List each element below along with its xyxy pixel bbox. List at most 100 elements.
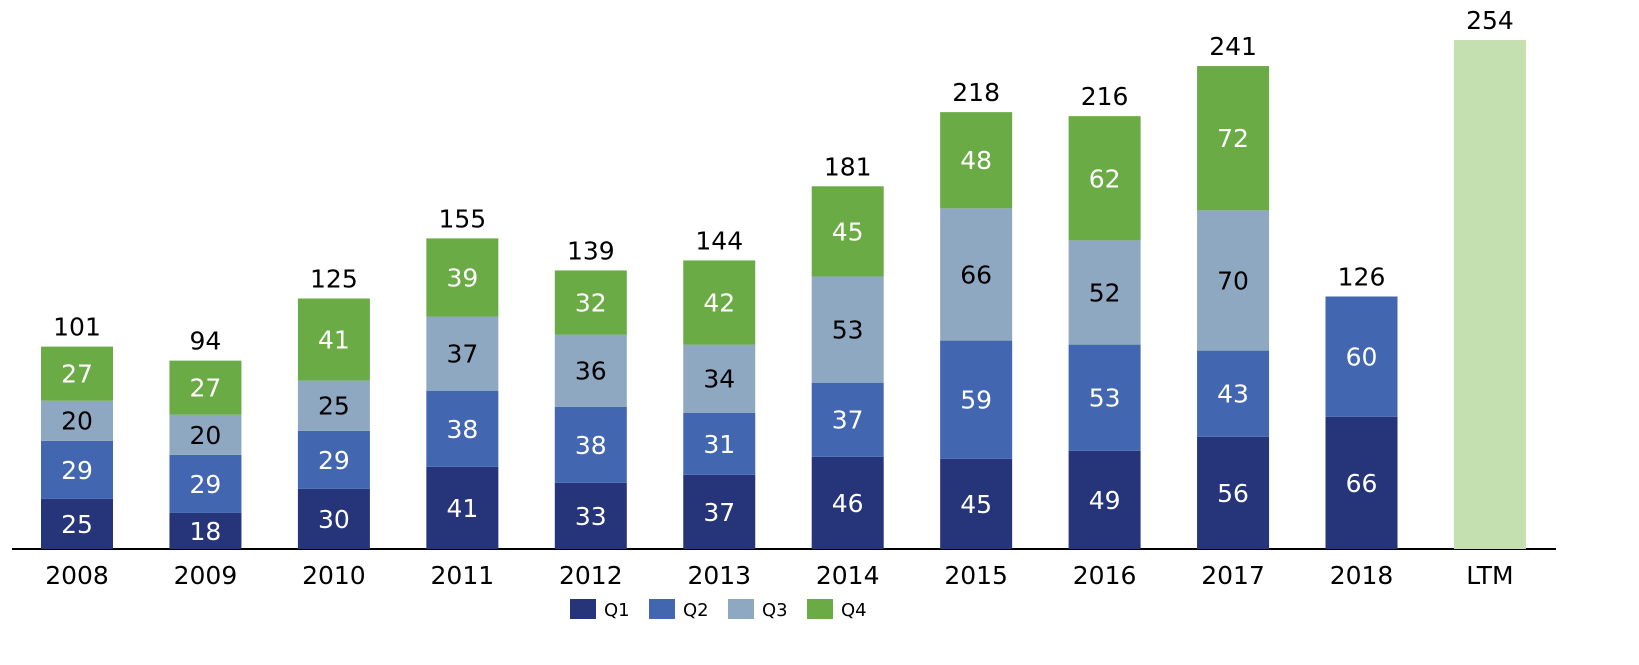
segment-label: 42 — [703, 289, 735, 318]
bar-segment — [683, 474, 756, 549]
segment-label: 29 — [190, 470, 222, 499]
segment-label: 56 — [1217, 479, 1249, 508]
total-label: 125 — [310, 265, 358, 294]
bar-segment — [41, 440, 113, 499]
total-label: 139 — [567, 236, 615, 265]
total-label: 144 — [695, 226, 743, 255]
bar-segment — [297, 298, 370, 381]
total-label: 155 — [438, 204, 486, 233]
segment-label: 38 — [446, 415, 478, 444]
segment-label: 38 — [575, 431, 607, 460]
x-tick-label: 2009 — [174, 561, 238, 590]
segment-label: 52 — [1089, 278, 1121, 307]
legend-swatch — [728, 599, 754, 619]
x-tick-label: 2011 — [431, 561, 495, 590]
segment-label: 62 — [1089, 164, 1121, 193]
bar-segment — [297, 380, 370, 431]
segment-label: 33 — [575, 502, 607, 531]
segment-label: 46 — [832, 489, 864, 518]
bar-segment — [940, 112, 1013, 209]
bar-segment — [683, 412, 756, 475]
x-tick-label: 2015 — [944, 561, 1008, 590]
segment-label: 37 — [446, 340, 478, 369]
segment-label: 53 — [1089, 384, 1121, 413]
segment-label: 70 — [1217, 266, 1249, 295]
bar-segment — [811, 382, 884, 457]
x-tick-label: LTM — [1466, 561, 1513, 590]
bar-segment — [1197, 66, 1270, 211]
segment-label: 36 — [575, 357, 607, 386]
total-label: 126 — [1338, 263, 1386, 292]
legend-label: Q3 — [762, 600, 788, 621]
segment-label: 60 — [1346, 343, 1378, 372]
total-label: 218 — [952, 78, 1000, 107]
bar-segment — [1325, 416, 1398, 549]
segment-label: 41 — [318, 326, 350, 355]
total-label: 254 — [1466, 6, 1514, 35]
segment-label: 20 — [61, 407, 93, 436]
bar-segment — [297, 430, 370, 489]
segment-label: 39 — [446, 263, 478, 292]
legend-swatch — [570, 599, 596, 619]
x-tick-label: 2013 — [687, 561, 751, 590]
bar-segment — [554, 334, 627, 407]
bar-segment — [1068, 116, 1141, 241]
segment-label: 59 — [960, 386, 992, 415]
segment-label: 37 — [703, 498, 735, 527]
segment-label: 18 — [190, 517, 222, 546]
bar-segment — [811, 186, 884, 277]
bar-segment — [426, 466, 499, 549]
total-label: 94 — [190, 327, 222, 356]
bar-segment — [1068, 450, 1141, 549]
segment-label: 66 — [1346, 469, 1378, 498]
bar-segment — [41, 400, 113, 441]
segment-label: 45 — [960, 490, 992, 519]
segment-label: 32 — [575, 289, 607, 318]
bar-segment — [1068, 344, 1141, 451]
bar-segment — [1068, 240, 1141, 345]
segment-label: 27 — [61, 360, 93, 389]
segment-label: 29 — [61, 456, 93, 485]
legend-label: Q4 — [841, 600, 867, 621]
x-tick-label: 2014 — [816, 561, 880, 590]
segment-label: 31 — [703, 430, 735, 459]
segment-label: 25 — [318, 392, 350, 421]
total-label: 216 — [1081, 82, 1129, 111]
bar-segment — [1197, 350, 1270, 437]
bar-segment — [41, 346, 113, 401]
bar-segment — [940, 458, 1013, 549]
segment-label: 48 — [960, 146, 992, 175]
bar-segment — [940, 208, 1013, 341]
total-label: 181 — [824, 152, 872, 181]
bar-segment — [169, 512, 242, 549]
bar-segment — [940, 340, 1013, 459]
legend-label: Q2 — [683, 600, 709, 621]
bar-segment — [169, 414, 242, 455]
segment-label: 30 — [318, 505, 350, 534]
segment-label: 45 — [832, 217, 864, 246]
total-label: 101 — [53, 313, 101, 342]
bar-segment — [169, 360, 242, 415]
bar-segment — [554, 270, 627, 335]
x-tick-label: 2012 — [559, 561, 623, 590]
legend-label: Q1 — [604, 600, 630, 621]
bar-segment — [811, 276, 884, 383]
x-tick-label: 2018 — [1330, 561, 1394, 590]
total-label: 241 — [1209, 32, 1257, 61]
bar-segment — [41, 498, 113, 549]
bar-segment — [554, 482, 627, 549]
bar-segment — [1197, 210, 1270, 351]
bar-segment — [1197, 436, 1270, 549]
x-tick-label: 2008 — [45, 561, 109, 590]
bar-segment — [683, 260, 756, 345]
bar-segment — [426, 390, 499, 467]
x-tick-label: 2010 — [302, 561, 366, 590]
segment-label: 43 — [1217, 380, 1249, 409]
x-tick-label: 2017 — [1201, 561, 1265, 590]
segment-label: 66 — [960, 260, 992, 289]
segment-label: 72 — [1217, 124, 1249, 153]
segment-label: 25 — [61, 510, 93, 539]
segment-label: 41 — [446, 494, 478, 523]
bar-segment — [683, 344, 756, 413]
